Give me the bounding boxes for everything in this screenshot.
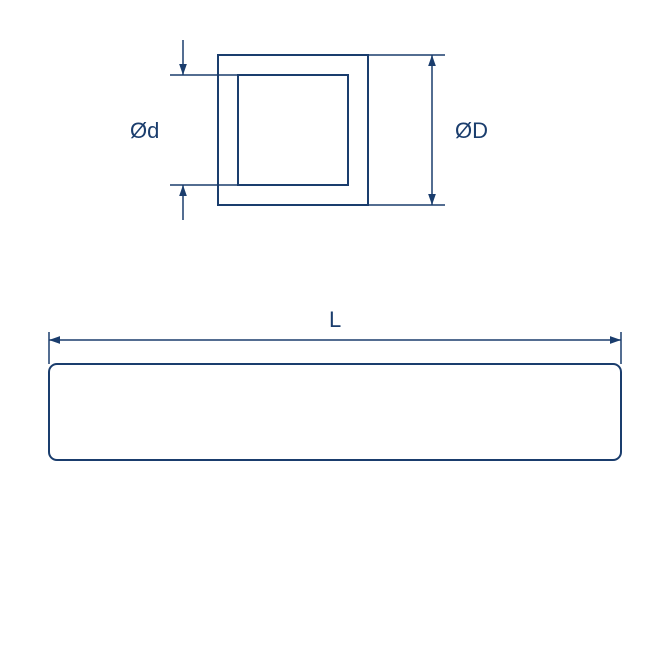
technical-drawing (0, 0, 670, 670)
label-length-L: L (329, 307, 341, 333)
label-inner-d: Ød (130, 118, 159, 144)
label-outer-D: ØD (455, 118, 488, 144)
